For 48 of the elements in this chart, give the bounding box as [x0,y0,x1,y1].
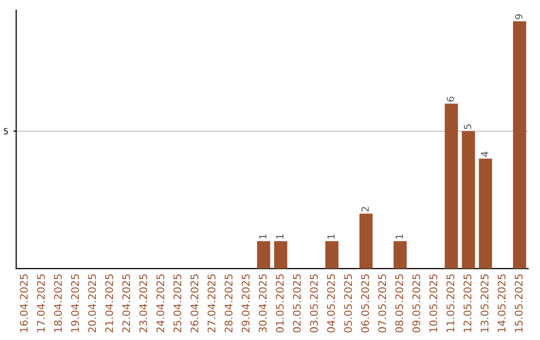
data-label: 5 [464,124,472,130]
x-tick-label: 15.05.2025 [514,274,523,332]
x-tick-label: 03.05.2025 [310,274,318,332]
data-label: 1 [396,234,403,239]
x-tick-label: 21.04.2025 [105,274,114,332]
x-tick-label: 24.04.2025 [156,274,164,332]
x-tick-label: 09.05.2025 [412,274,420,332]
bar [359,214,373,269]
x-tick-label: 13.05.2025 [480,274,488,332]
bar [274,241,288,269]
data-label: 9 [515,14,522,20]
x-tick-label: 14.05.2025 [498,274,506,332]
data-label: 1 [259,234,266,239]
x-tick-label: 04.05.2025 [327,274,335,332]
bar [394,241,407,269]
x-tick-label: 29.04.2025 [242,274,250,332]
x-tick-label: 07.05.2025 [378,274,386,332]
data-label: 2 [361,207,369,212]
bar [444,104,458,269]
data-label: 4 [481,152,488,157]
bar [257,241,270,269]
x-tick-label: 18.04.2025 [54,274,62,332]
x-tick-label: 20.04.2025 [88,274,96,332]
x-tick-label: 27.04.2025 [208,274,216,332]
x-tick-label: 28.04.2025 [224,274,233,332]
x-tick-label: 05.05.2025 [344,274,352,332]
x-tick-label: 25.04.2025 [173,274,182,332]
x-tick-label: 11.05.2025 [446,274,454,332]
data-label: 6 [446,96,454,102]
x-tick-label: 22.04.2025 [122,274,130,332]
x-tick-label: 19.04.2025 [71,274,79,332]
x-tick-label: 26.04.2025 [190,274,198,332]
data-label: 1 [327,234,335,239]
bar [325,241,338,269]
bar [478,158,492,269]
x-tick-label: 08.05.2025 [395,274,404,332]
bar [513,21,526,269]
data-label: 1 [276,234,284,239]
x-tick-label: 30.04.2025 [258,274,267,332]
x-tick-label: 16.04.2025 [20,274,28,332]
x-tick-label: 06.05.2025 [361,274,370,332]
x-tick-label: 02.05.2025 [292,274,301,332]
x-tick-label: 10.05.2025 [429,274,438,332]
x-tick-label: 12.05.2025 [464,274,472,332]
bar [462,131,475,269]
x-tick-label: 01.05.2025 [276,274,284,332]
x-tick-label: 17.04.2025 [36,274,45,332]
x-tick-label: 23.04.2025 [139,274,148,332]
